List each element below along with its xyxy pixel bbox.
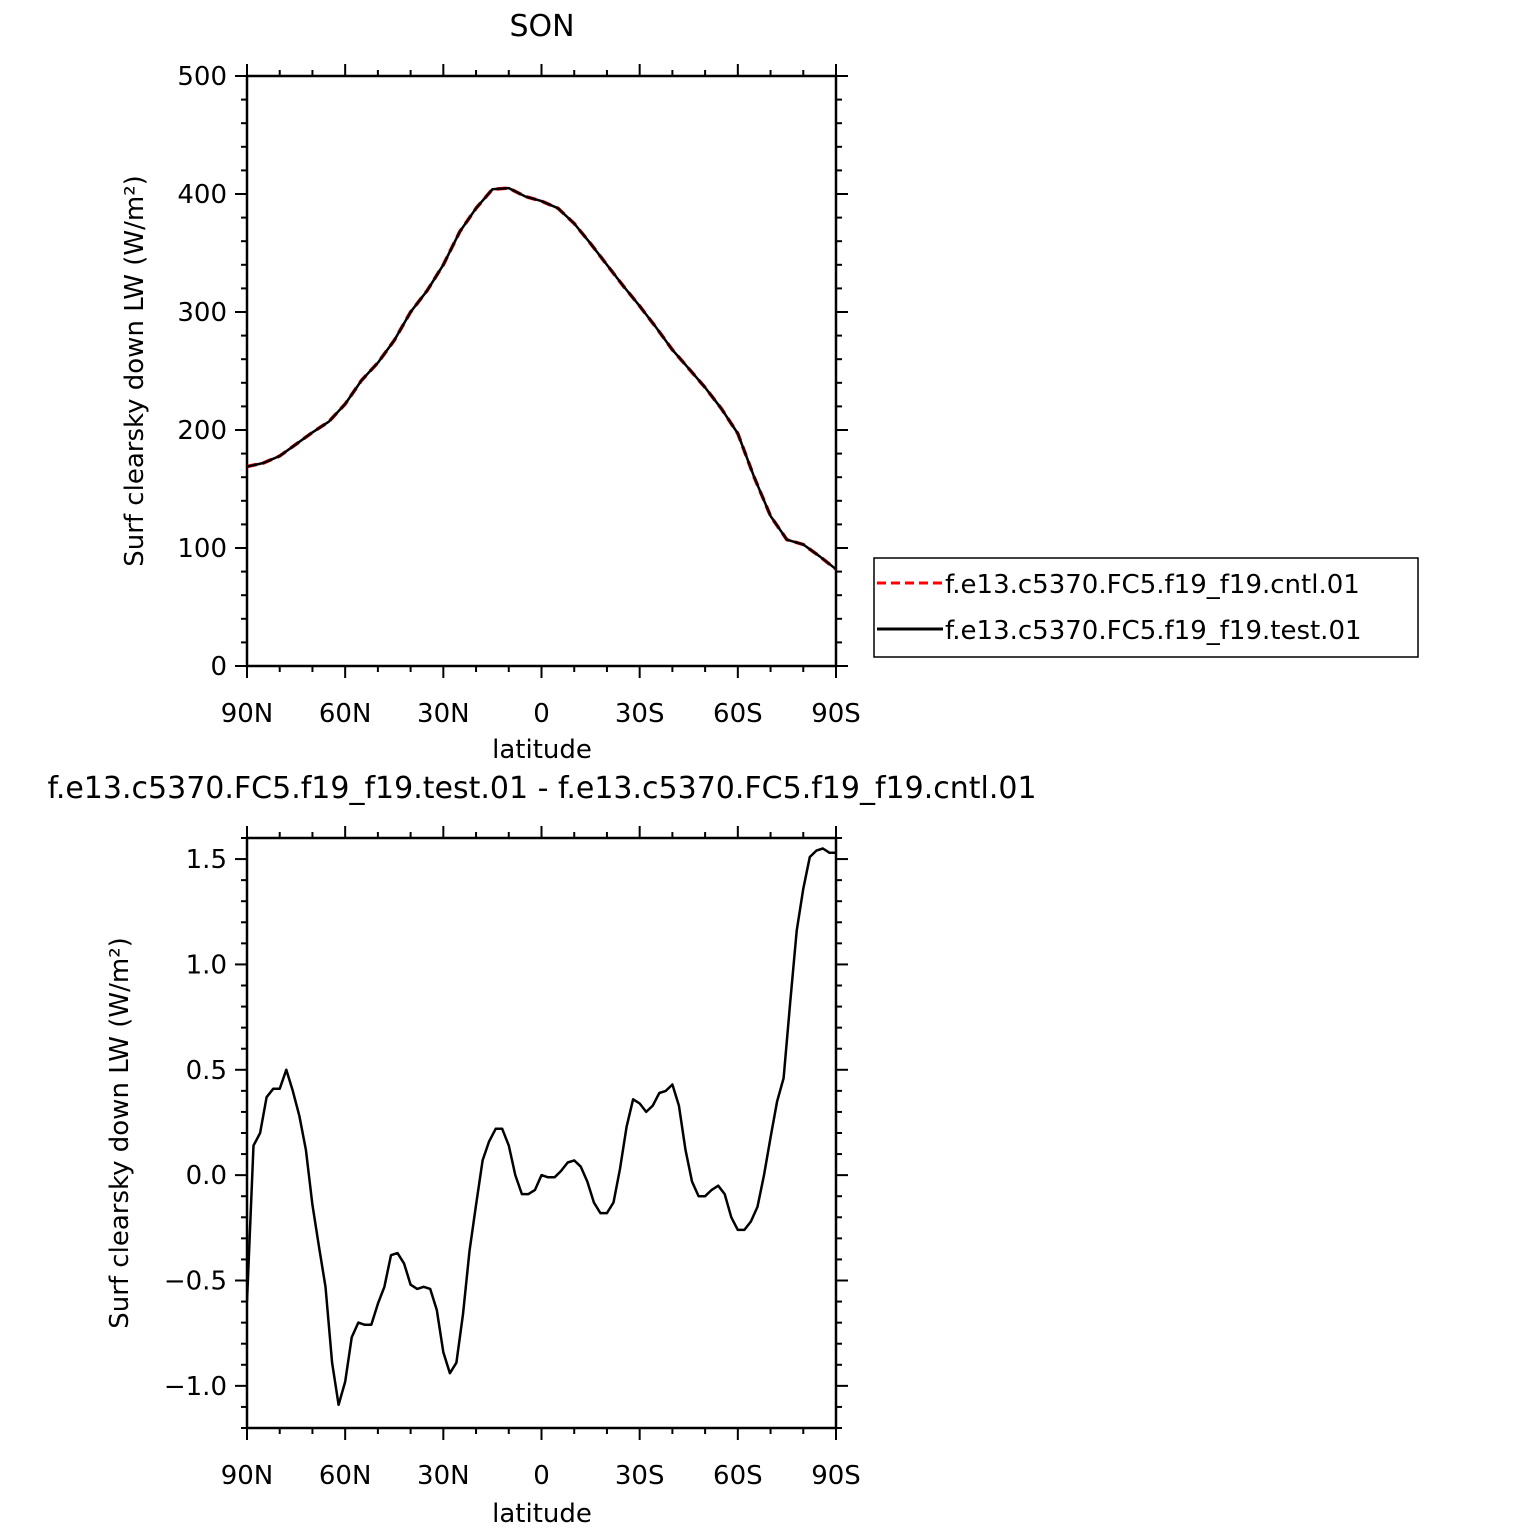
x-tick-label: 60S — [713, 699, 763, 729]
legend-box — [873, 557, 1419, 658]
bottom-series — [247, 847, 836, 1407]
top-y-axis-label: Surf clearsky down LW (W/m²) — [120, 175, 150, 567]
x-tick-label: 30S — [615, 1461, 665, 1491]
plot-frame — [245, 836, 838, 1430]
x-tick-label: 60N — [319, 699, 372, 729]
bottom-axes: 90N 60N 30N 0 30S 60S 90S −1.0 −0.5 0.0 0.5 1.0 1.5 — [164, 826, 861, 1491]
legend-label-cntl: f.e13.c5370.FC5.f19_f19.cntl.01 — [945, 570, 1360, 600]
plot-frame — [245, 74, 838, 668]
x-tick-label: 90N — [221, 699, 274, 729]
y-tick-label: 0 — [210, 652, 227, 682]
bottom-y-axis-label: Surf clearsky down LW (W/m²) — [105, 937, 135, 1329]
y-tick-label: 0.0 — [186, 1161, 227, 1191]
x-tick-label: 0 — [533, 1461, 550, 1491]
top-axes: 90N 60N 30N 0 30S 60S 90S 0 100 200 300 400 500 — [177, 62, 860, 729]
top-x-axis-label: latitude — [492, 735, 592, 765]
top-series — [247, 186, 836, 571]
legend-label-test: f.e13.c5370.FC5.f19_f19.test.01 — [945, 616, 1362, 646]
x-tick-label: 30N — [417, 1461, 470, 1491]
x-tick-label: 90S — [811, 699, 861, 729]
y-tick-label: 400 — [177, 180, 227, 210]
x-tick-label: 60N — [319, 1461, 372, 1491]
series-line-cntl — [247, 186, 836, 571]
legend: f.e13.c5370.FC5.f19_f19.cntl.01 f.e13.c5… — [873, 557, 1419, 658]
x-tick-label: 90S — [811, 1461, 861, 1491]
bottom-panel: f.e13.c5370.FC5.f19_f19.test.01 - f.e13.… — [47, 771, 1036, 1529]
x-tick-label: 30N — [417, 699, 470, 729]
y-tick-label: −0.5 — [164, 1267, 227, 1297]
series-line-difference — [247, 847, 836, 1407]
top-chart-title: SON — [509, 9, 574, 44]
bottom-x-axis-label: latitude — [492, 1499, 592, 1529]
x-tick-label: 0 — [533, 699, 550, 729]
series-line-test — [247, 186, 836, 571]
y-tick-label: 0.5 — [186, 1056, 227, 1086]
bottom-chart-title: f.e13.c5370.FC5.f19_f19.test.01 - f.e13.… — [47, 771, 1036, 806]
y-tick-label: 500 — [177, 62, 227, 92]
top-panel: SON 90N 60N 30N 0 30S 60S 90S0100200300400500 … — [120, 9, 861, 765]
x-tick-label: 90N — [221, 1461, 274, 1491]
x-tick-label: 60S — [713, 1461, 763, 1491]
y-tick-label: 1.5 — [186, 845, 227, 875]
x-tick-label: 30S — [615, 699, 665, 729]
y-tick-label: 100 — [177, 534, 227, 564]
y-tick-label: 200 — [177, 416, 227, 446]
y-tick-label: 1.0 — [186, 950, 227, 980]
y-tick-label: 300 — [177, 298, 227, 328]
y-tick-label: −1.0 — [164, 1372, 227, 1402]
